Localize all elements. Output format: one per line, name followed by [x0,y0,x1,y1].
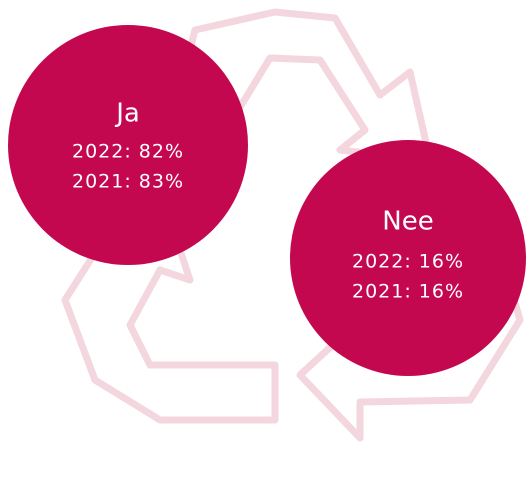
circle-line: 2021: 16% [352,281,464,303]
circle-group: Ja 2022: 82% 2021: 83% [8,25,248,265]
circle-group: Nee 2022: 16% 2021: 16% [290,140,526,376]
circle [290,140,526,376]
circle-line: 2022: 16% [352,251,464,273]
circle-label: Ja [114,99,140,129]
circle [8,25,248,265]
circle-line: 2022: 82% [72,141,184,163]
circle-line: 2021: 83% [72,171,184,193]
circle-label: Nee [382,207,433,237]
